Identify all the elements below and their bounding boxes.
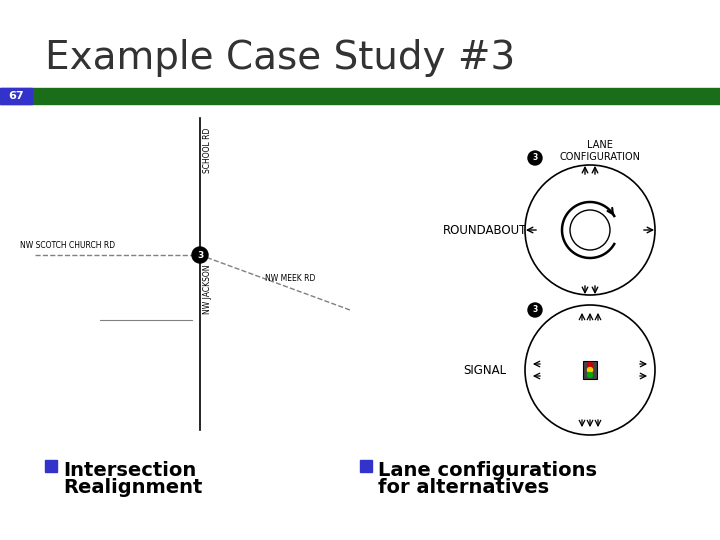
Text: LANE
CONFIGURATION: LANE CONFIGURATION xyxy=(559,140,641,161)
Bar xyxy=(583,361,597,379)
Bar xyxy=(0,88,32,104)
Text: NW MEEK RD: NW MEEK RD xyxy=(265,274,315,283)
Bar xyxy=(360,460,372,472)
Bar xyxy=(0,88,720,104)
Text: 3: 3 xyxy=(532,153,538,163)
Text: Lane configurations: Lane configurations xyxy=(378,461,597,480)
Text: NW JACKSON: NW JACKSON xyxy=(203,265,212,314)
Circle shape xyxy=(525,165,655,295)
Circle shape xyxy=(528,151,542,165)
Text: 3: 3 xyxy=(532,306,538,314)
Text: NW SCOTCH CHURCH RD: NW SCOTCH CHURCH RD xyxy=(20,241,116,250)
Bar xyxy=(45,460,57,472)
Circle shape xyxy=(570,210,610,250)
Circle shape xyxy=(588,368,593,373)
Circle shape xyxy=(525,305,655,435)
Text: for alternatives: for alternatives xyxy=(378,478,549,497)
Circle shape xyxy=(192,247,208,263)
Text: Intersection: Intersection xyxy=(63,461,197,480)
Circle shape xyxy=(528,303,542,317)
Text: ROUNDABOUT: ROUNDABOUT xyxy=(443,224,527,237)
Text: 3: 3 xyxy=(197,251,203,260)
Text: SCHOOL RD: SCHOOL RD xyxy=(203,128,212,173)
Text: Realignment: Realignment xyxy=(63,478,202,497)
Text: SIGNAL: SIGNAL xyxy=(464,363,507,376)
Circle shape xyxy=(588,362,593,368)
Circle shape xyxy=(588,373,593,377)
Text: 67: 67 xyxy=(8,91,24,101)
Text: Example Case Study #3: Example Case Study #3 xyxy=(45,39,516,77)
